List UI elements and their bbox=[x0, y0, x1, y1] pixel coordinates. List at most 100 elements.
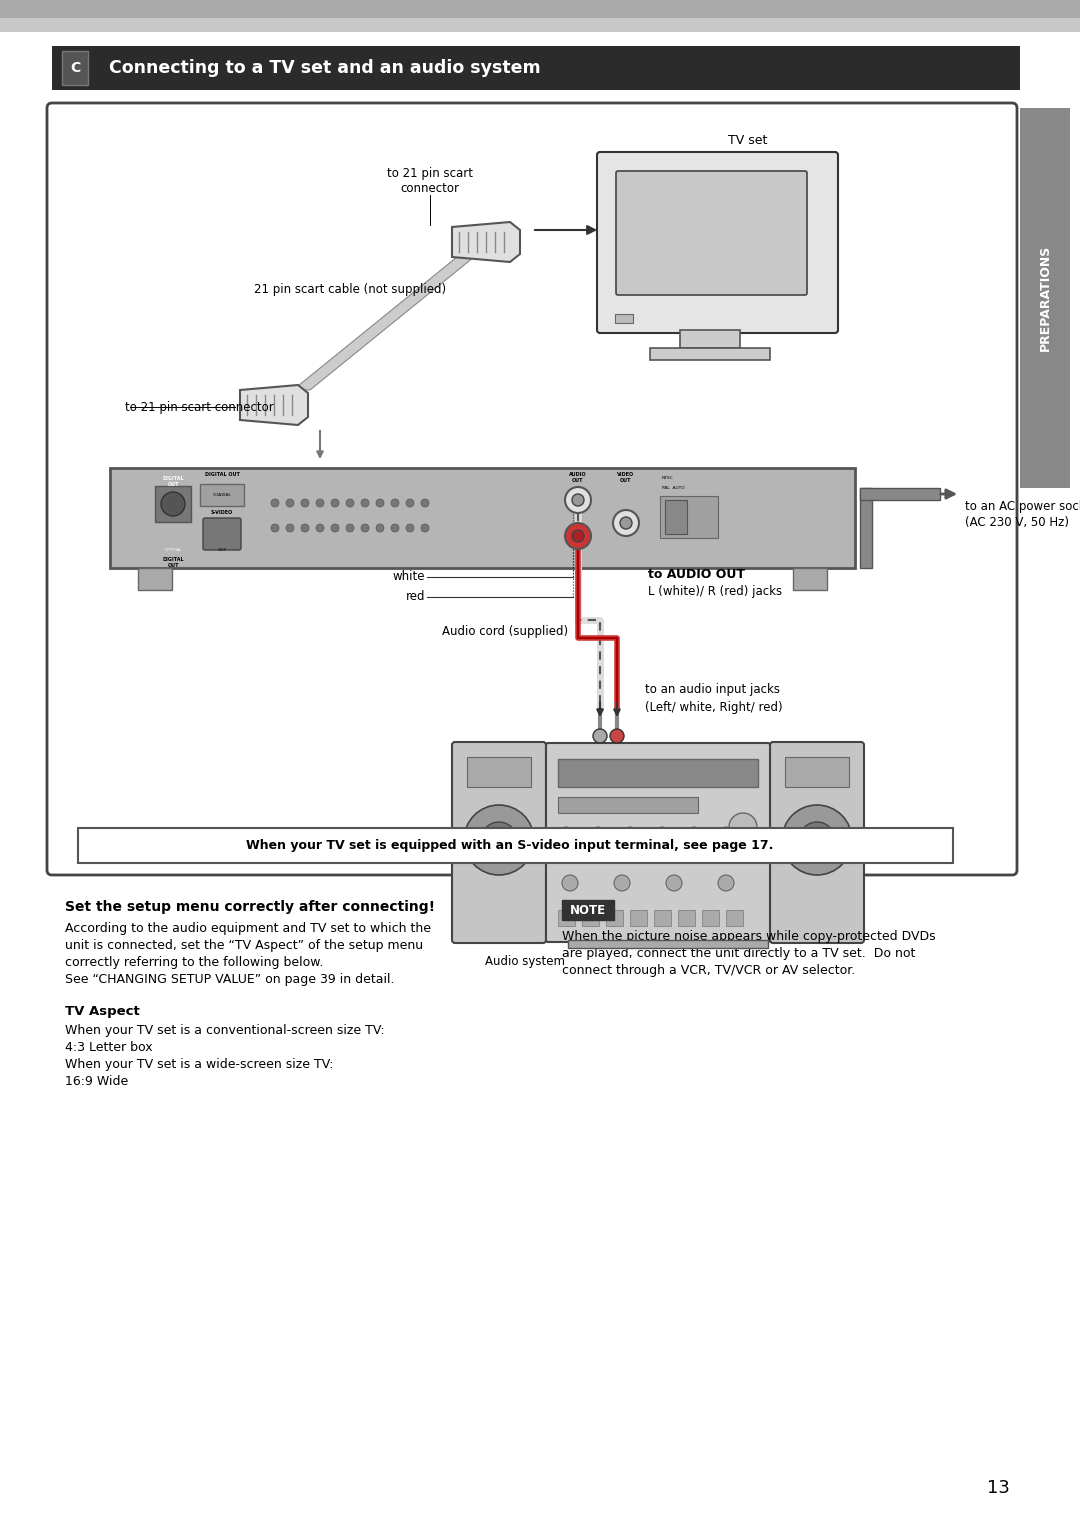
Bar bbox=[78, 829, 953, 864]
Bar bbox=[200, 484, 244, 507]
Bar bbox=[62, 50, 87, 85]
FancyBboxPatch shape bbox=[616, 171, 807, 295]
Circle shape bbox=[558, 827, 573, 842]
Bar bbox=[606, 909, 623, 926]
Circle shape bbox=[271, 523, 279, 533]
Text: DIGITAL OUT: DIGITAL OUT bbox=[204, 472, 240, 478]
Bar bbox=[650, 348, 770, 360]
Bar bbox=[156, 485, 191, 522]
Text: TV Aspect: TV Aspect bbox=[65, 1006, 139, 1018]
Text: white: white bbox=[392, 571, 426, 583]
Text: NOTE: NOTE bbox=[570, 903, 606, 917]
Circle shape bbox=[481, 823, 517, 858]
Circle shape bbox=[729, 813, 757, 841]
Circle shape bbox=[286, 499, 294, 507]
Circle shape bbox=[492, 835, 505, 845]
Bar bbox=[558, 758, 758, 787]
Text: PAL  AUTO: PAL AUTO bbox=[662, 485, 685, 490]
Text: NTSC: NTSC bbox=[662, 476, 674, 481]
Bar bbox=[678, 909, 696, 926]
Text: 16:9 Wide: 16:9 Wide bbox=[65, 1074, 129, 1088]
Bar bbox=[562, 900, 615, 920]
Text: See “CHANGING SETUP VALUE” on page 39 in detail.: See “CHANGING SETUP VALUE” on page 39 in… bbox=[65, 974, 394, 986]
Circle shape bbox=[376, 499, 384, 507]
Text: C: C bbox=[70, 61, 80, 75]
FancyBboxPatch shape bbox=[770, 742, 864, 943]
FancyBboxPatch shape bbox=[48, 102, 1017, 874]
Circle shape bbox=[346, 523, 354, 533]
Circle shape bbox=[565, 487, 591, 513]
Circle shape bbox=[406, 523, 414, 533]
Text: to AUDIO OUT: to AUDIO OUT bbox=[648, 568, 745, 580]
Text: DIGITAL
OUT: DIGITAL OUT bbox=[162, 557, 184, 568]
Text: correctly referring to the following below.: correctly referring to the following bel… bbox=[65, 955, 323, 969]
Circle shape bbox=[615, 874, 630, 891]
Bar bbox=[615, 314, 633, 324]
Circle shape bbox=[562, 874, 578, 891]
Circle shape bbox=[301, 499, 309, 507]
Circle shape bbox=[565, 523, 591, 549]
Text: are played, connect the unit directly to a TV set.  Do not: are played, connect the unit directly to… bbox=[562, 948, 916, 960]
Bar bbox=[702, 909, 719, 926]
Circle shape bbox=[799, 823, 835, 858]
Text: DIGITAL
OUT: DIGITAL OUT bbox=[162, 476, 184, 487]
Bar bbox=[0, 0, 1080, 18]
Circle shape bbox=[421, 523, 429, 533]
Text: (Left/ white, Right/ red): (Left/ white, Right/ red) bbox=[645, 700, 783, 714]
Circle shape bbox=[654, 827, 670, 842]
Text: AUDIO
OUT: AUDIO OUT bbox=[569, 472, 586, 482]
Circle shape bbox=[161, 491, 185, 516]
Circle shape bbox=[376, 523, 384, 533]
Text: Audio cord (supplied): Audio cord (supplied) bbox=[442, 626, 568, 638]
Circle shape bbox=[330, 523, 339, 533]
Text: to 21 pin scart
connector: to 21 pin scart connector bbox=[387, 166, 473, 195]
Text: When the picture noise appears while copy-protected DVDs: When the picture noise appears while cop… bbox=[562, 929, 935, 943]
Bar bbox=[860, 488, 940, 501]
Circle shape bbox=[316, 499, 324, 507]
Bar bbox=[138, 568, 172, 591]
Circle shape bbox=[286, 523, 294, 533]
Text: OUT: OUT bbox=[217, 548, 227, 552]
Circle shape bbox=[620, 517, 632, 530]
Text: 13: 13 bbox=[987, 1479, 1010, 1497]
Text: to an AC power socket: to an AC power socket bbox=[966, 501, 1080, 513]
Circle shape bbox=[666, 874, 681, 891]
Circle shape bbox=[391, 499, 399, 507]
Polygon shape bbox=[240, 385, 308, 426]
Text: to 21 pin scart connector: to 21 pin scart connector bbox=[125, 400, 273, 414]
FancyBboxPatch shape bbox=[597, 153, 838, 333]
Circle shape bbox=[718, 874, 734, 891]
Circle shape bbox=[622, 827, 638, 842]
Circle shape bbox=[811, 835, 823, 845]
Circle shape bbox=[316, 523, 324, 533]
Text: unit is connected, set the “TV Aspect” of the setup menu: unit is connected, set the “TV Aspect” o… bbox=[65, 938, 423, 952]
Circle shape bbox=[391, 523, 399, 533]
Circle shape bbox=[613, 510, 639, 536]
Bar bbox=[860, 488, 872, 568]
Bar bbox=[793, 568, 827, 591]
Text: When your TV set is a wide-screen size TV:: When your TV set is a wide-screen size T… bbox=[65, 1058, 334, 1071]
Circle shape bbox=[346, 499, 354, 507]
Circle shape bbox=[572, 494, 584, 507]
Bar bbox=[110, 468, 855, 568]
Text: S-VIDEO: S-VIDEO bbox=[211, 510, 233, 514]
Circle shape bbox=[271, 499, 279, 507]
Text: VIDEO
OUT: VIDEO OUT bbox=[618, 472, 635, 482]
Bar bbox=[568, 940, 768, 948]
Text: According to the audio equipment and TV set to which the: According to the audio equipment and TV … bbox=[65, 922, 431, 935]
Circle shape bbox=[361, 523, 369, 533]
Bar bbox=[1020, 108, 1070, 488]
Text: connect through a VCR, TV/VCR or AV selector.: connect through a VCR, TV/VCR or AV sele… bbox=[562, 964, 855, 977]
Text: 4:3 Letter box: 4:3 Letter box bbox=[65, 1041, 152, 1054]
Bar bbox=[630, 909, 647, 926]
Text: Connecting to a TV set and an audio system: Connecting to a TV set and an audio syst… bbox=[97, 60, 541, 76]
Text: (AC 230 V, 50 Hz): (AC 230 V, 50 Hz) bbox=[966, 516, 1069, 530]
Bar bbox=[665, 501, 687, 534]
Text: COAXIAL: COAXIAL bbox=[213, 493, 231, 497]
Circle shape bbox=[421, 499, 429, 507]
Circle shape bbox=[301, 523, 309, 533]
Bar bbox=[467, 757, 531, 787]
Text: to an audio input jacks: to an audio input jacks bbox=[645, 684, 780, 696]
Circle shape bbox=[464, 806, 534, 874]
Bar bbox=[52, 46, 1020, 90]
